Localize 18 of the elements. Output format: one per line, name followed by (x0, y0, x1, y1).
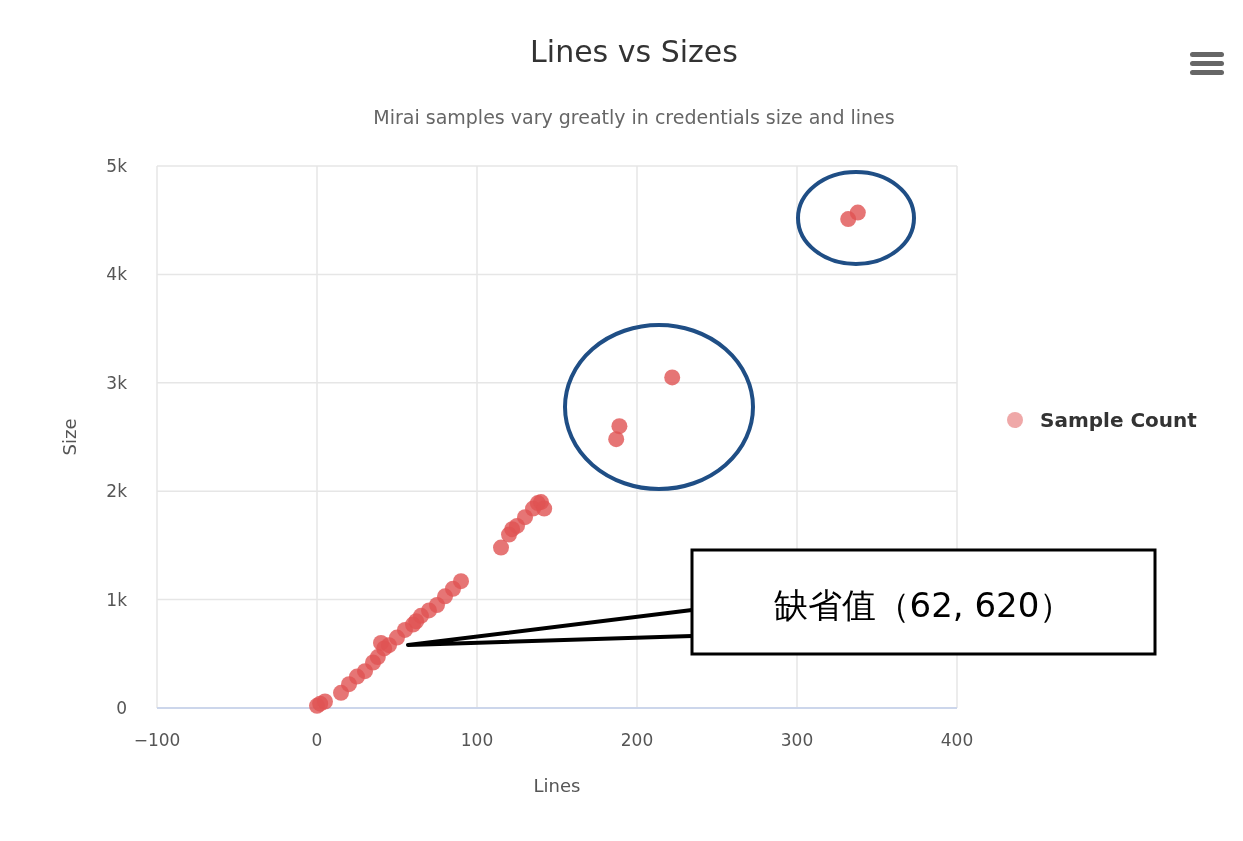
annotation: 缺省值（62, 620） (773, 585, 1074, 625)
x-tick-label: 300 (780, 730, 814, 750)
y-tick-label: 2k (106, 481, 128, 502)
y-axis-title: Size (59, 418, 80, 456)
y-tick-label: 3k (106, 372, 128, 393)
y-tick-label: 5k (106, 156, 128, 176)
x-tick-label: −100 (133, 730, 181, 750)
x-tick-label: 400 (940, 730, 974, 750)
x-tick-label: 200 (620, 730, 654, 750)
x-tick-label: 0 (311, 730, 323, 750)
y-tick-label: 1k (106, 589, 128, 610)
x-tick-label: 100 (460, 730, 494, 750)
y-tick-label: 0 (116, 698, 127, 718)
x-axis-title: Lines (533, 775, 581, 796)
y-tick-label: 4k (106, 264, 128, 285)
chart-subtitle: Mirai samples vary greatly in credentials size and lines (373, 106, 895, 128)
chart-title: Lines vs Sizes (530, 34, 738, 69)
legend-label: Sample Count (1040, 408, 1198, 432)
